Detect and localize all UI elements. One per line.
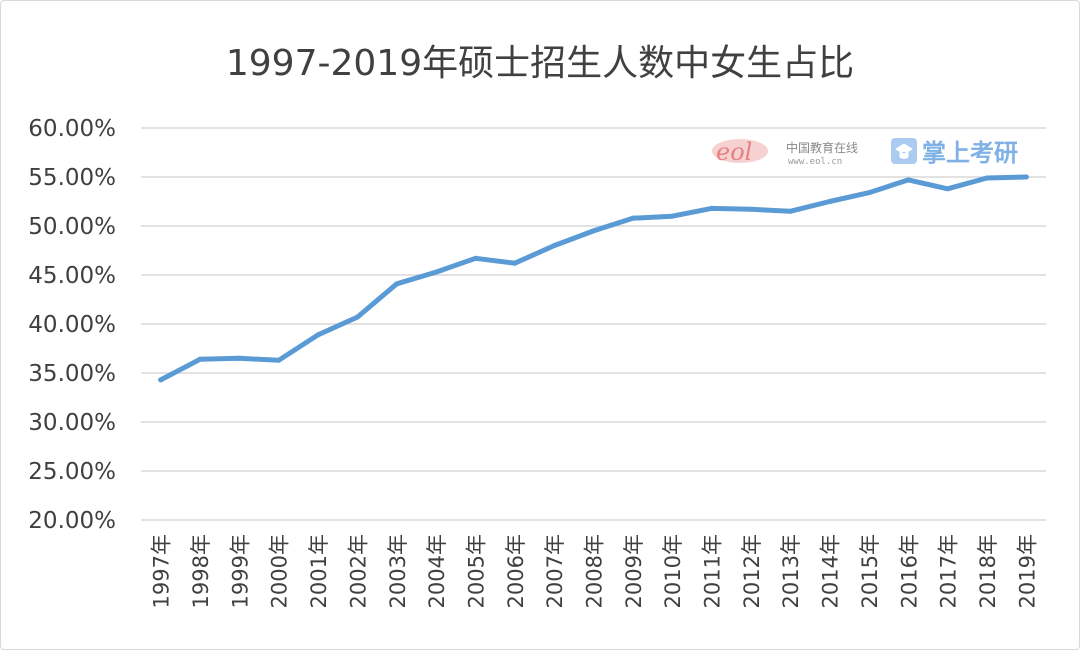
data-point [669,213,675,219]
x-tick-label: 2012年 [740,534,764,608]
x-tick-label: 2016年 [897,534,921,608]
data-point [748,206,754,212]
data-point [827,199,833,204]
watermark-brand: 掌上考研 [922,139,1018,167]
graduation-cap-shape [895,143,913,159]
y-tick-label: 50.00% [28,214,116,240]
data-point [630,215,636,221]
eol-logo-text: eol [716,138,752,166]
data-point [905,177,911,183]
x-tick-label: 2018年 [976,534,1000,608]
x-tick-label: 2002年 [346,534,370,608]
x-tick-label: 2007年 [543,534,567,608]
data-point [236,355,242,361]
data-point [158,377,164,383]
data-point [551,243,557,249]
x-tick-label: 2009年 [622,534,646,608]
x-tick-label: 2010年 [661,534,685,608]
x-tick-label: 2014年 [819,534,843,608]
data-point [394,281,400,287]
data-point [591,228,596,234]
x-tick-label: 2017年 [937,534,961,608]
x-tick-label: 2019年 [1015,534,1039,608]
x-tick-label: 1998年 [189,534,213,608]
data-point [1023,174,1029,180]
x-tick-label: 2006年 [504,534,528,608]
data-point [709,205,715,211]
data-point [276,357,282,363]
y-tick-label: 45.00% [28,263,116,289]
watermark-url: www.eol.cn [788,157,842,167]
data-point [984,175,990,181]
x-tick-label: 2015年 [858,534,882,608]
chart-title: 1997-2019年硕士招生人数中女生占比 [225,43,855,84]
x-tick-label: 2013年 [779,534,803,608]
watermark-site-name: 中国教育在线 [786,140,858,155]
y-tick-label: 35.00% [28,361,116,387]
x-tick-label: 2003年 [386,534,410,608]
x-tick-label: 1997年 [150,534,174,608]
data-point [315,332,321,338]
y-tick-label: 60.00% [28,116,116,142]
x-tick-label: 1999年 [228,534,252,608]
y-tick-label: 25.00% [28,459,116,485]
gridlines [141,127,1046,521]
series-layer [158,174,1029,383]
x-tick-label: 2005年 [464,534,488,608]
y-tick-label: 20.00% [28,508,116,534]
x-tick-label: 2008年 [583,534,607,608]
eol-logo-icon [712,139,768,163]
data-point [472,255,478,261]
y-tick-label: 30.00% [28,410,116,436]
watermark: eol 中国教育在线 www.eol.cn 掌上考研 [712,138,1018,167]
x-tick-label: 2000年 [268,534,292,608]
data-point [866,190,872,196]
y-axis-ticks: 60.00% 55.00% 50.00% 45.00% 40.00% 35.00% 30.0… [28,116,116,534]
data-point [197,356,203,362]
series-line [158,174,1029,383]
x-tick-label: 2001年 [307,534,331,608]
x-tick-label: 2004年 [425,534,449,608]
y-tick-label: 40.00% [28,312,116,338]
data-point [512,260,518,266]
y-tick-label: 55.00% [28,165,116,191]
data-point [433,269,439,275]
data-point [945,186,951,192]
data-point [787,208,793,214]
x-tick-label: 2011年 [701,534,725,608]
data-point [354,314,360,320]
x-axis-ticks: 1997年 1998年 1999年 2000年 2001年 2002年 2003年 2004年… [150,534,1040,608]
